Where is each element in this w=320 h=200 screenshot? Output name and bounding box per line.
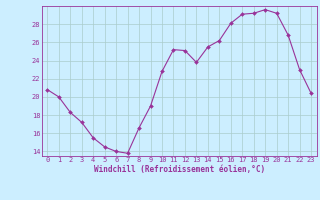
X-axis label: Windchill (Refroidissement éolien,°C): Windchill (Refroidissement éolien,°C) [94,165,265,174]
